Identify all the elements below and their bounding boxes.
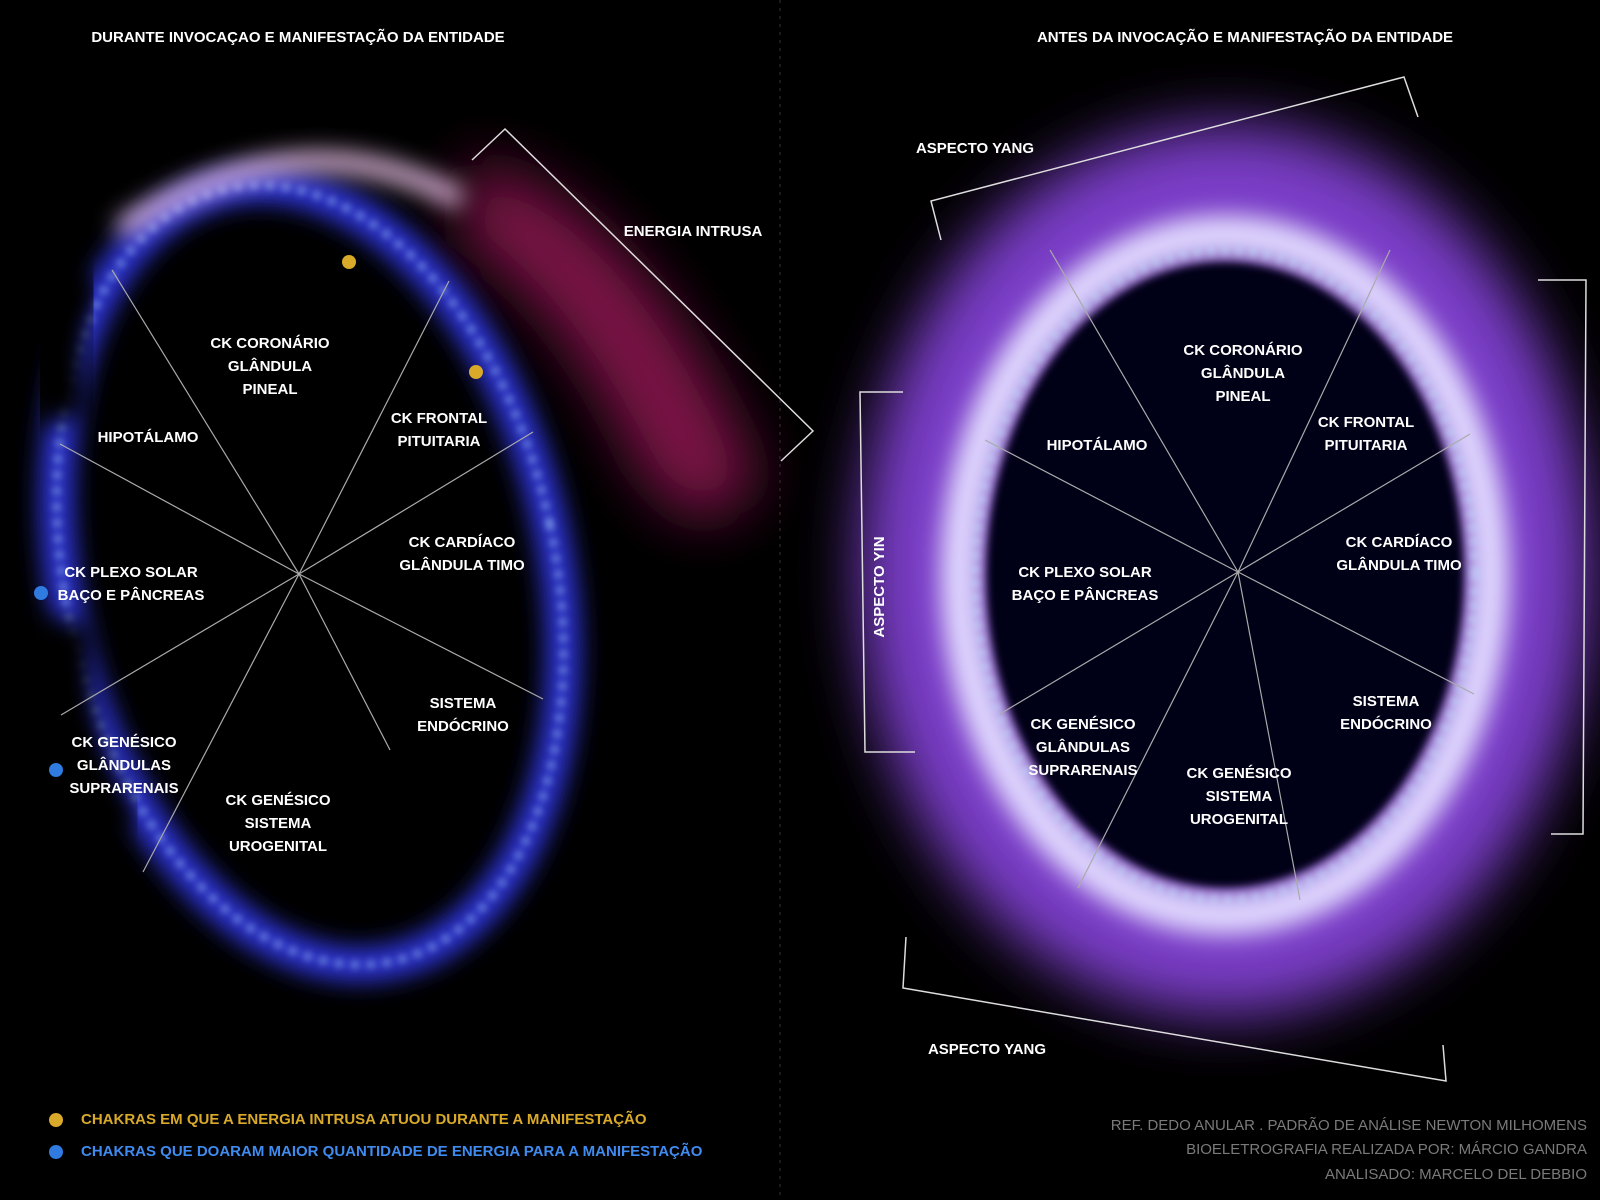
sector-label: HIPOTÁLAMO bbox=[1047, 437, 1148, 454]
spoke bbox=[1237, 433, 1471, 573]
spoke bbox=[1077, 571, 1239, 889]
legend-text: CHAKRAS QUE DOARAM MAIOR QUANTIDADE DE E… bbox=[81, 1142, 703, 1160]
spoke bbox=[1237, 571, 1301, 901]
sector-label: CK CORONÁRIO bbox=[210, 335, 329, 352]
sector-label: CK PLEXO SOLAR bbox=[1018, 564, 1152, 581]
sector-label: PITUITARIA bbox=[397, 433, 480, 450]
sector-label: BAÇO E PÂNCREAS bbox=[58, 586, 205, 604]
spoke bbox=[60, 573, 300, 716]
sector-label: CK GENÉSICO bbox=[1186, 765, 1291, 782]
sector-label: SISTEMA bbox=[1353, 693, 1420, 710]
sector-label: PITUITARIA bbox=[1324, 437, 1407, 454]
right-title: ANTES DA INVOCAÇÃO E MANIFESTAÇÃO DA ENT… bbox=[1037, 28, 1453, 46]
sector-label: GLÂNDULAS bbox=[77, 756, 171, 774]
sector-label: ENDÓCRINO bbox=[417, 717, 509, 735]
sector-label: CK CARDÍACO bbox=[1346, 534, 1453, 551]
left-aura bbox=[20, 152, 760, 982]
spoke bbox=[298, 573, 391, 751]
sector-label: GLÂNDULA bbox=[1201, 364, 1285, 382]
markers bbox=[34, 255, 483, 1159]
sector-label: SISTEMA bbox=[430, 695, 497, 712]
sector-label: CK CARDÍACO bbox=[409, 534, 516, 551]
aspect-label: ASPECTO YIN bbox=[871, 536, 888, 637]
sector-label: UROGENITAL bbox=[229, 838, 327, 855]
left-title: DURANTE INVOCAÇAO E MANIFESTAÇÃO DA ENTI… bbox=[91, 28, 504, 46]
credit: ANALISADO: MARCELO DEL DEBBIO bbox=[1325, 1166, 1587, 1183]
sector-label: GLÂNDULAS bbox=[1036, 738, 1130, 756]
sector-label: UROGENITAL bbox=[1190, 811, 1288, 828]
credit: REF. DEDO ANULAR . PADRÃO DE ANÁLISE NEW… bbox=[1111, 1117, 1587, 1134]
sector-label: GLÂNDULA TIMO bbox=[399, 556, 525, 574]
spoke bbox=[298, 431, 534, 575]
sector-label: CK CORONÁRIO bbox=[1183, 342, 1302, 359]
spoke bbox=[1237, 249, 1391, 573]
spoke bbox=[142, 573, 300, 873]
legend-text: CHAKRAS EM QUE A ENERGIA INTRUSA ATUOU D… bbox=[81, 1110, 647, 1128]
spoke bbox=[1049, 249, 1239, 573]
sector-label: SISTEMA bbox=[245, 815, 312, 832]
spoke bbox=[1237, 571, 1475, 695]
sector-label: GLÂNDULA bbox=[228, 357, 312, 375]
right-aura bbox=[860, 125, 1590, 1015]
sector-label: HIPOTÁLAMO bbox=[98, 429, 199, 446]
aspect-label: ASPECTO YANG bbox=[916, 140, 1034, 157]
sector-label: CK GENÉSICO bbox=[225, 792, 330, 809]
sector-label: PINEAL bbox=[242, 381, 297, 398]
spoke bbox=[298, 280, 450, 575]
annotation: ENERGIA INTRUSA bbox=[624, 223, 763, 240]
sector-label: SISTEMA bbox=[1206, 788, 1273, 805]
sector-label: CK GENÉSICO bbox=[71, 734, 176, 751]
sector-label: CK GENÉSICO bbox=[1030, 716, 1135, 733]
sector-label: SUPRARENAIS bbox=[69, 780, 178, 797]
sector-label: BAÇO E PÂNCREAS bbox=[1012, 586, 1159, 604]
sector-label: CK FRONTAL bbox=[391, 410, 487, 427]
sector-label: SUPRARENAIS bbox=[1028, 762, 1137, 779]
credit: BIOELETROGRAFIA REALIZADA POR: MÁRCIO GA… bbox=[1186, 1141, 1587, 1158]
spoke bbox=[999, 571, 1239, 715]
spoke bbox=[298, 573, 544, 700]
sector-label: GLÂNDULA TIMO bbox=[1336, 556, 1462, 574]
aspect-label: ASPECTO YANG bbox=[928, 1041, 1046, 1058]
brackets bbox=[471, 76, 1587, 1082]
spoke bbox=[59, 443, 300, 575]
sector-label: CK FRONTAL bbox=[1318, 414, 1414, 431]
sector-label: ENDÓCRINO bbox=[1340, 715, 1432, 733]
spoke bbox=[984, 439, 1239, 573]
spoke bbox=[111, 269, 300, 575]
sector-label: CK PLEXO SOLAR bbox=[64, 564, 198, 581]
sector-label: PINEAL bbox=[1215, 388, 1270, 405]
